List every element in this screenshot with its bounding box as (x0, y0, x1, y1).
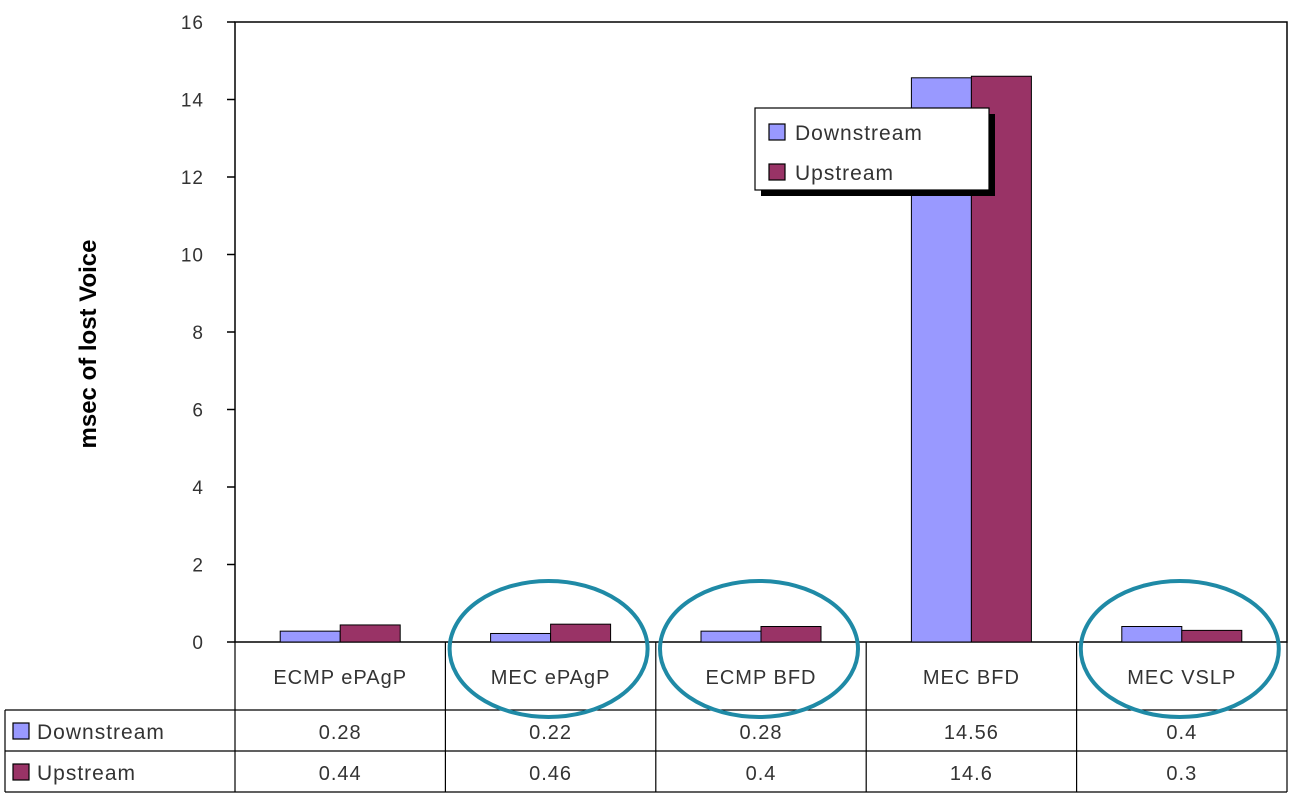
category-label-2: MEC ePAgP (491, 667, 611, 689)
category-label-5: MEC VSLP (1127, 667, 1236, 689)
y-tick-label: 16 (181, 13, 204, 34)
highlight-circle-3 (658, 579, 860, 719)
y-axis-label: msec of lost Voice (75, 240, 102, 449)
category-label-3: ECMP BFD (706, 667, 817, 689)
highlight-circles (447, 579, 1281, 719)
y-tick-label: 4 (192, 478, 204, 499)
table-key-upstream (12, 763, 30, 781)
bar-upstream-2 (550, 623, 612, 643)
y-tick-label: 0 (192, 633, 204, 654)
bar-upstream-1 (339, 624, 401, 643)
y-tick-label: 6 (192, 401, 204, 422)
table-cell-downstream-4: 14.56 (944, 722, 999, 744)
table-cell-downstream-3: 0.28 (740, 722, 783, 744)
y-tick-label: 12 (181, 168, 204, 189)
legend-swatch-upstream (768, 163, 786, 181)
plot-area: 0 2 4 6 8 10 12 14 16 (181, 13, 1288, 654)
table-cell-upstream-4: 14.6 (950, 763, 993, 785)
legend-swatch-downstream (768, 123, 786, 141)
table-cell-upstream-5: 0.3 (1166, 763, 1197, 785)
y-tick-label: 8 (192, 323, 204, 344)
legend-box (754, 107, 990, 191)
table-cell-upstream-1: 0.44 (319, 763, 362, 785)
legend: Downstream Upstream (754, 107, 995, 196)
legend-label-downstream: Downstream (795, 122, 923, 145)
y-tick-label: 14 (181, 91, 204, 112)
table-row-label-upstream: Upstream (37, 762, 136, 785)
bar-upstream-3 (760, 626, 822, 643)
table-cell-upstream-3: 0.4 (746, 763, 777, 785)
bar-downstream-5 (1121, 626, 1183, 643)
table-cell-upstream-2: 0.46 (529, 763, 572, 785)
category-label-4: MEC BFD (923, 667, 1020, 689)
bar-upstream-5 (1181, 629, 1243, 643)
table-row-label-downstream: Downstream (37, 721, 165, 744)
bar-downstream-1 (279, 630, 341, 643)
table-cell-downstream-1: 0.28 (319, 722, 362, 744)
table-key-downstream (12, 722, 30, 740)
table-cell-downstream-5: 0.4 (1166, 722, 1197, 744)
y-tick-label: 10 (181, 246, 204, 267)
y-tick-label: 2 (192, 556, 204, 577)
bar-downstream-3 (700, 630, 762, 643)
data-table: ECMP ePAgP MEC ePAgP ECMP BFD MEC BFD MEC VS… (4, 642, 1288, 793)
highlight-circle-2 (447, 579, 650, 719)
highlight-circle-5 (1078, 579, 1281, 719)
category-label-1: ECMP ePAgP (273, 667, 407, 689)
legend-label-upstream: Upstream (795, 162, 894, 185)
table-cell-downstream-2: 0.22 (529, 722, 572, 744)
bar-downstream-2 (490, 632, 552, 643)
